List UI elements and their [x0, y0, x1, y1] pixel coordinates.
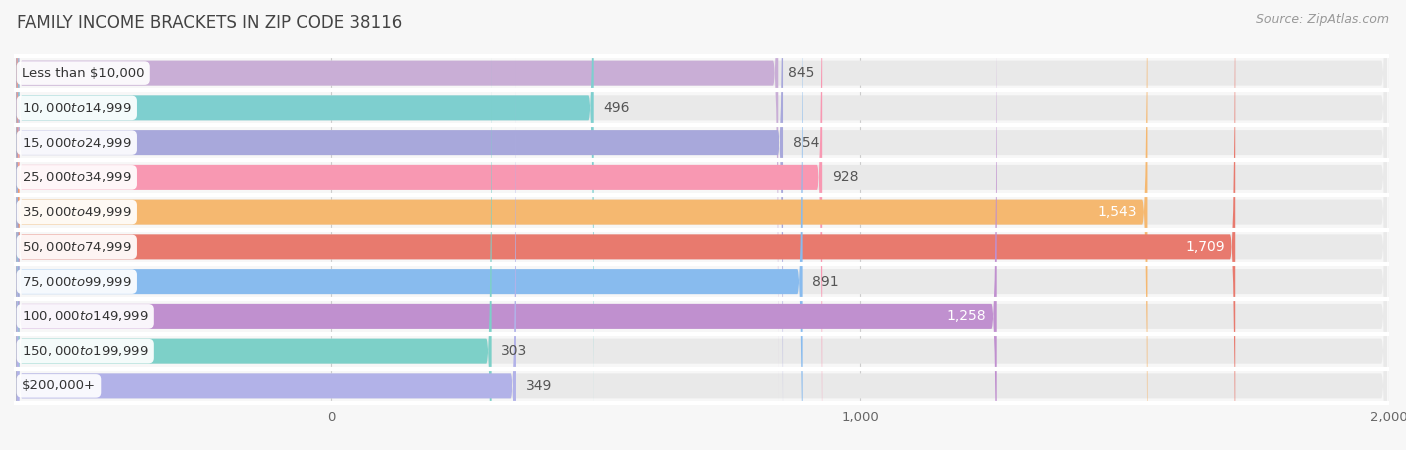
Text: FAMILY INCOME BRACKETS IN ZIP CODE 38116: FAMILY INCOME BRACKETS IN ZIP CODE 38116	[17, 14, 402, 32]
FancyBboxPatch shape	[17, 0, 1147, 450]
FancyBboxPatch shape	[17, 0, 1236, 450]
Text: $25,000 to $34,999: $25,000 to $34,999	[22, 171, 132, 184]
FancyBboxPatch shape	[17, 0, 997, 450]
Text: $200,000+: $200,000+	[22, 379, 96, 392]
Text: 928: 928	[832, 171, 858, 184]
FancyBboxPatch shape	[17, 0, 1386, 450]
Text: 496: 496	[603, 101, 630, 115]
FancyBboxPatch shape	[17, 0, 1386, 450]
Text: $100,000 to $149,999: $100,000 to $149,999	[22, 310, 149, 324]
Text: 1,543: 1,543	[1097, 205, 1137, 219]
FancyBboxPatch shape	[17, 0, 823, 450]
FancyBboxPatch shape	[17, 51, 516, 450]
FancyBboxPatch shape	[17, 16, 492, 450]
FancyBboxPatch shape	[17, 0, 1386, 408]
FancyBboxPatch shape	[17, 0, 1386, 450]
Text: 1,709: 1,709	[1185, 240, 1225, 254]
FancyBboxPatch shape	[17, 0, 593, 443]
Text: 1,258: 1,258	[946, 310, 986, 324]
FancyBboxPatch shape	[17, 0, 803, 450]
Text: 891: 891	[813, 274, 839, 288]
FancyBboxPatch shape	[17, 0, 783, 450]
Text: Less than $10,000: Less than $10,000	[22, 67, 145, 80]
FancyBboxPatch shape	[17, 16, 1386, 450]
Text: 845: 845	[787, 66, 814, 80]
Text: $10,000 to $14,999: $10,000 to $14,999	[22, 101, 132, 115]
Text: $75,000 to $99,999: $75,000 to $99,999	[22, 274, 132, 288]
Text: 349: 349	[526, 379, 551, 393]
FancyBboxPatch shape	[17, 0, 1386, 450]
Text: Source: ZipAtlas.com: Source: ZipAtlas.com	[1256, 14, 1389, 27]
FancyBboxPatch shape	[17, 0, 1386, 450]
FancyBboxPatch shape	[17, 0, 1386, 443]
Text: 854: 854	[793, 135, 818, 149]
Text: $35,000 to $49,999: $35,000 to $49,999	[22, 205, 132, 219]
Text: 303: 303	[501, 344, 527, 358]
FancyBboxPatch shape	[17, 51, 1386, 450]
Text: $150,000 to $199,999: $150,000 to $199,999	[22, 344, 149, 358]
FancyBboxPatch shape	[17, 0, 779, 408]
FancyBboxPatch shape	[17, 0, 1386, 450]
Text: $50,000 to $74,999: $50,000 to $74,999	[22, 240, 132, 254]
Text: $15,000 to $24,999: $15,000 to $24,999	[22, 135, 132, 149]
